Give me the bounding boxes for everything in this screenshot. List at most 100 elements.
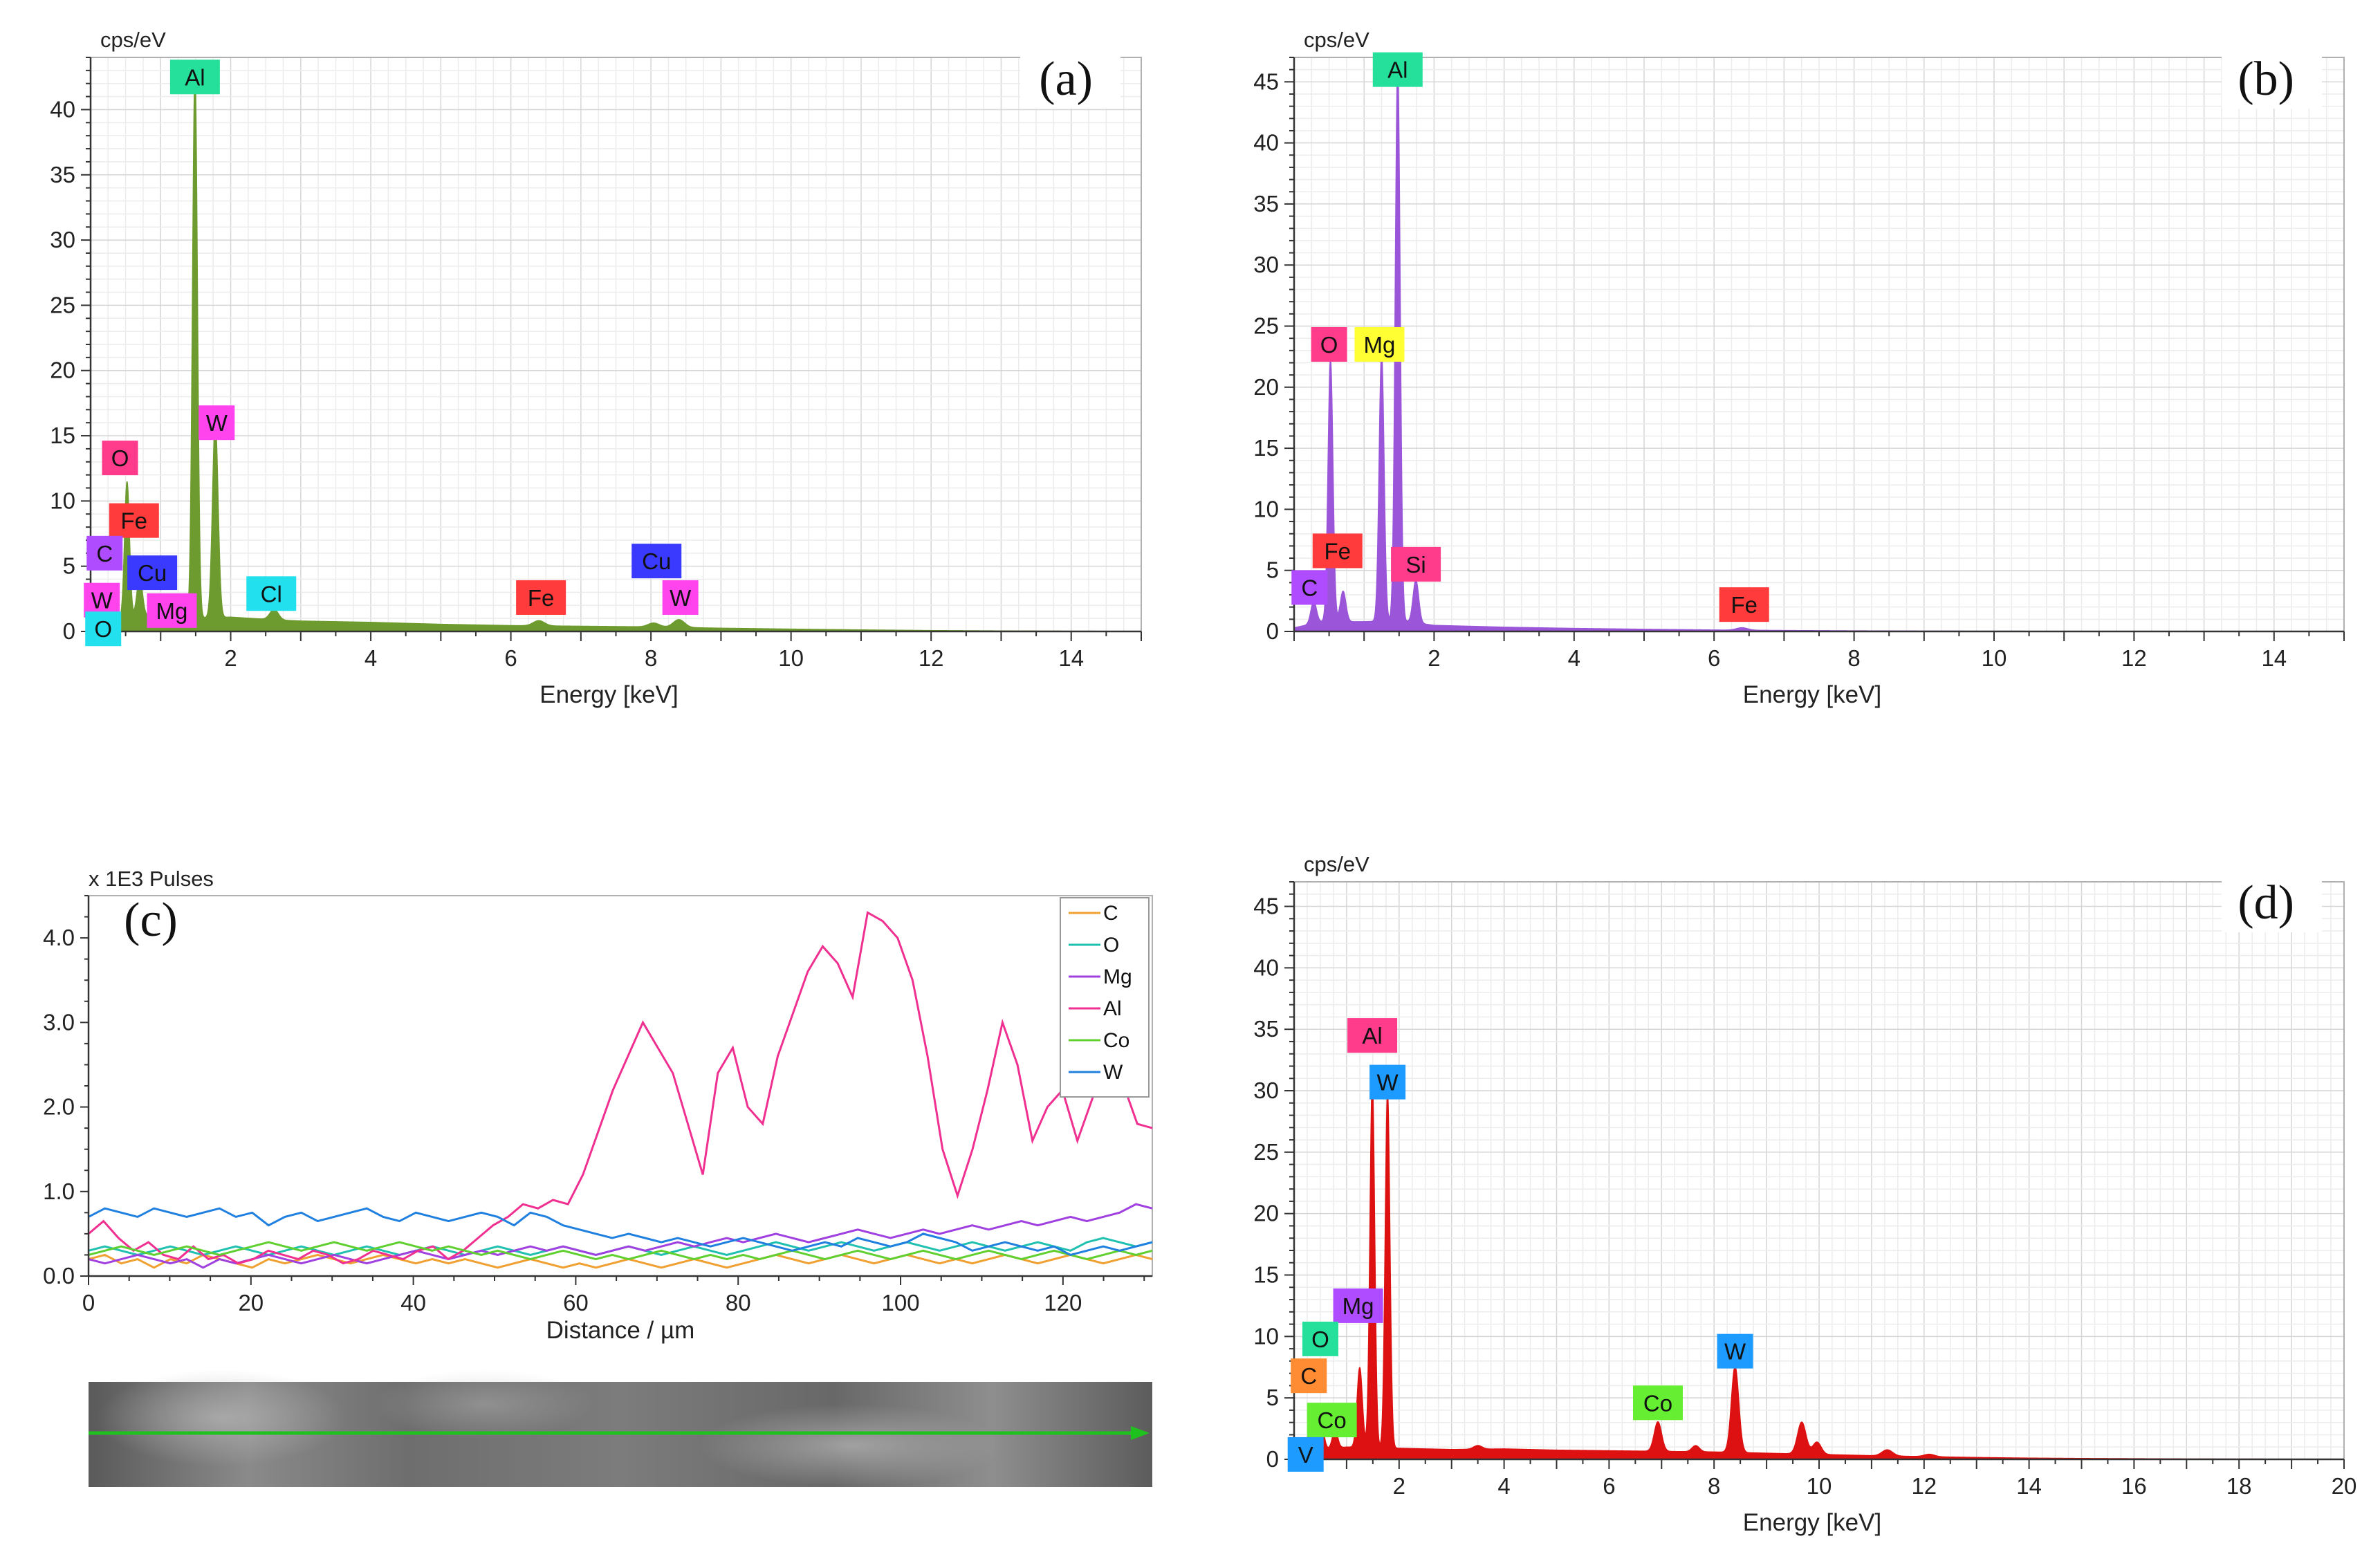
panel-d-peak-label-text: O xyxy=(1311,1327,1329,1352)
panel-b-y-tick-label: 25 xyxy=(1253,313,1279,339)
panel-a-spectrum: 0 5 10 15 20 25 30 35 40 2 4 6 8 10 12 14 cps/eV Energy [… xyxy=(50,28,1142,708)
panel-d-y-tick-label: 35 xyxy=(1253,1016,1279,1042)
panel-b-x-tick-label: 8 xyxy=(1847,645,1860,671)
panel-c-series-co xyxy=(88,1241,1153,1261)
panel-c-x-tick-label: 0 xyxy=(82,1290,95,1315)
panel-a-peak-label-box xyxy=(86,535,123,571)
panel-a-x-tick-label: 2 xyxy=(224,645,237,671)
panel-a-y-tick-label: 30 xyxy=(50,227,75,252)
panel-a-peak-label: Fe xyxy=(516,580,566,615)
panel-c-x-tick-label: 40 xyxy=(400,1290,426,1315)
panel-a-y-tick-label: 0 xyxy=(63,618,75,644)
panel-d-peak-label-text: V xyxy=(1298,1442,1313,1468)
panel-d-y-tick-label: 20 xyxy=(1253,1201,1279,1226)
panel-d-x-tick-label: 16 xyxy=(2121,1473,2147,1499)
panel-d-peak-label-box xyxy=(1717,1333,1753,1369)
panel-c-legend-box xyxy=(1060,897,1150,1098)
panel-b-peak-label: Mg xyxy=(1354,327,1405,362)
panel-d-peak-label-text: W xyxy=(1377,1070,1399,1096)
panel-a-peak-label-text: W xyxy=(91,588,113,613)
panel-d-peak-label: W xyxy=(1717,1333,1753,1369)
panel-a-y-tick-label: 20 xyxy=(50,358,75,383)
panel-d-peak-label-box xyxy=(1287,1437,1324,1472)
panel-a-y-axis-label: cps/eV xyxy=(100,28,166,52)
panel-a-peak-label-box xyxy=(85,611,122,647)
panel-a-y-tick-label: 15 xyxy=(50,423,75,448)
panel-a-peak-label: Fe xyxy=(109,503,159,538)
panel-b-peak-label-text: Fe xyxy=(1324,538,1351,564)
panel-d-peak-label-text: Mg xyxy=(1343,1293,1374,1319)
panel-b-peak-label: Fe xyxy=(1719,587,1769,622)
panel-b-x-tick-label: 10 xyxy=(1982,645,2007,671)
panel-d-peak-label: Co xyxy=(1632,1385,1683,1421)
panel-a-peak-label-text: Cu xyxy=(642,548,671,574)
panel-d-peak-label: Co xyxy=(1307,1403,1357,1438)
panel-c-linescan: 0.0 1.0 2.0 3.0 4.0 0 20 40 60 80 100 120 x 1E3 Puls… xyxy=(43,867,1153,1344)
panel-b-x-tick-label: 4 xyxy=(1568,645,1580,671)
panel-d-peak-label: Al xyxy=(1347,1018,1398,1053)
panel-a-peak-label: O xyxy=(85,611,122,647)
panel-c-series-c xyxy=(88,1253,1153,1269)
panel-c-x-tick-label: 120 xyxy=(1044,1290,1082,1315)
panel-d-y-axis-label: cps/eV xyxy=(1304,852,1369,876)
panel-c-legend-entry-co: Co xyxy=(1103,1029,1129,1052)
panel-b-y-axis-label: cps/eV xyxy=(1304,28,1369,52)
panel-b-peak-label-box xyxy=(1311,327,1347,362)
panel-b-peak-label: O xyxy=(1311,327,1347,362)
panel-b-y-tick-label: 40 xyxy=(1253,130,1279,156)
panel-d-x-tick-label: 4 xyxy=(1497,1473,1510,1499)
panel-b-peak-label-box xyxy=(1391,546,1441,582)
panel-c-frame xyxy=(88,895,1153,1277)
panel-b-peak-label-box xyxy=(1291,570,1328,605)
panel-b-y-tick-label: 0 xyxy=(1266,618,1279,644)
panel-d-peak-label-box xyxy=(1307,1403,1357,1438)
panel-b-peak-label-text: Al xyxy=(1387,57,1408,83)
panel-b-y-tick-label: 5 xyxy=(1266,557,1279,583)
panel-d-peak-label-box xyxy=(1291,1358,1327,1394)
panel-a-peak-label-box xyxy=(631,544,682,579)
panel-a-y-tick-label: 5 xyxy=(63,553,75,579)
panel-b-x-tick-label: 6 xyxy=(1708,645,1720,671)
panel-b-y-tick-label: 20 xyxy=(1253,374,1279,400)
panel-a-x-tick-label: 8 xyxy=(645,645,657,671)
panel-c-y-tick-label: 2.0 xyxy=(43,1094,75,1120)
panel-b-y-tick-label: 10 xyxy=(1253,496,1279,521)
panel-b-y-tick-label: 30 xyxy=(1253,252,1279,277)
panel-a-grid xyxy=(90,57,1142,632)
panel-d-spectrum: 0 5 10 15 20 25 30 35 40 45 2 4 6 8 10 12 14 16 18 20 cps/eV… xyxy=(1253,852,2356,1536)
panel-b-peak-label: C xyxy=(1291,570,1328,605)
panel-b-spectrum: 0 5 10 15 20 25 30 35 40 45 2 4 6 8 10 12 14 cps/eV Energy… xyxy=(1253,28,2345,708)
panel-b-peak-label-box xyxy=(1312,533,1363,569)
panel-b-label-bg xyxy=(2222,52,2322,109)
panel-a-peak-label-box xyxy=(246,576,297,611)
panel-d-panel-label: (d) xyxy=(2238,876,2294,930)
panel-d-y-tick-label: 15 xyxy=(1253,1262,1279,1288)
panel-b-grid xyxy=(1293,57,2345,632)
panel-c-y-axis-label: x 1E3 Pulses xyxy=(89,867,214,891)
panel-b-peak-label: Si xyxy=(1391,546,1441,582)
panel-d-peak-label-box xyxy=(1632,1385,1683,1421)
panel-b-y-tick-label: 15 xyxy=(1253,435,1279,461)
panel-a-peak-label: Cl xyxy=(246,576,297,611)
panel-a-peak-label-box xyxy=(147,593,197,628)
panel-d-y-tick-label: 0 xyxy=(1266,1446,1279,1472)
panel-a-peak-label-text: Al xyxy=(185,64,205,90)
panel-c-y-tick-label: 3.0 xyxy=(43,1009,75,1035)
panel-a-peak-label: O xyxy=(102,441,138,476)
panel-a-y-tick-label: 25 xyxy=(50,292,75,317)
panel-a-peak-label-text: Fe xyxy=(121,508,148,534)
panel-a-y-tick-label: 35 xyxy=(50,162,75,187)
panel-d-peak-label-box xyxy=(1333,1288,1383,1323)
panel-a-peak-label-box xyxy=(127,555,178,591)
panel-a-peak-label-box xyxy=(516,580,566,615)
panel-b-y-tick-label: 35 xyxy=(1253,191,1279,216)
panel-d-x-tick-label: 10 xyxy=(1807,1473,1832,1499)
panel-b-x-axis-label: Energy [keV] xyxy=(1743,681,1881,708)
panel-c-series-w xyxy=(88,1207,1153,1257)
panel-b-y-tick-label: 45 xyxy=(1253,68,1279,94)
panel-c-x-axis-label: Distance / µm xyxy=(546,1317,695,1344)
panel-a-peak-label-text: W xyxy=(206,410,228,436)
panel-c-legend-entry-o: O xyxy=(1103,934,1119,957)
panel-d-peak-label: V xyxy=(1287,1437,1324,1472)
panel-b-x-tick-label: 14 xyxy=(2261,645,2287,671)
